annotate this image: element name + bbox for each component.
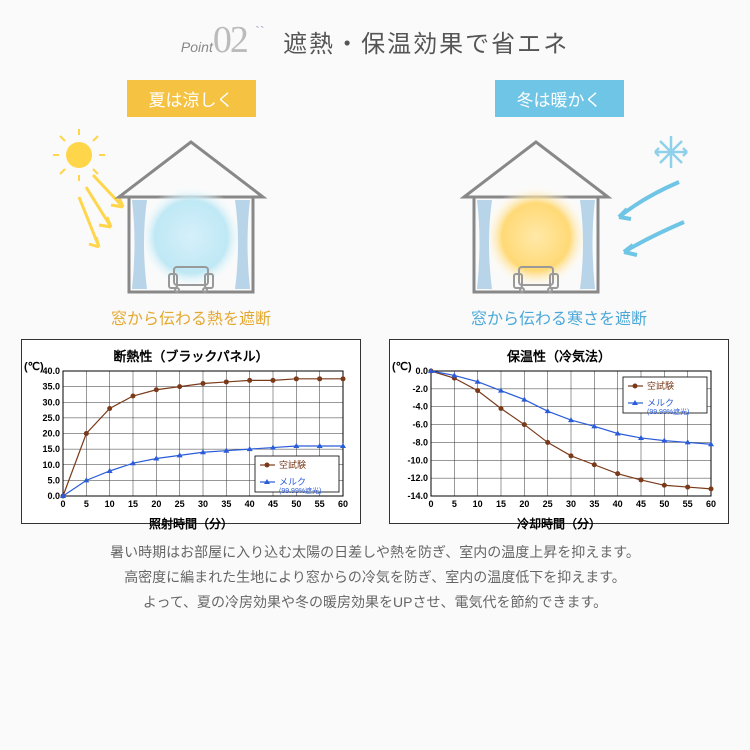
chart2-plot: -14.0 -12.0 -10.0 -8.0 -6.0 -4.0 -2.0 0.0 0 5 10 15… — [394, 367, 724, 512]
page-title: 遮熱・保温効果で省エネ — [283, 31, 569, 58]
svg-text:30: 30 — [566, 499, 576, 509]
svg-text:20: 20 — [151, 499, 161, 509]
svg-text:-4.0: -4.0 — [412, 402, 428, 412]
svg-text:15: 15 — [496, 499, 506, 509]
svg-text:55: 55 — [315, 499, 325, 509]
svg-text:20: 20 — [519, 499, 529, 509]
footer-line1: 暑い時期はお部屋に入り込む太陽の日差しや熱を防ぎ、室内の温度上昇を抑えます。 — [20, 540, 730, 565]
svg-text:-8.0: -8.0 — [412, 437, 428, 447]
svg-text:0.0: 0.0 — [415, 367, 428, 376]
svg-text:空試験: 空試験 — [647, 380, 674, 391]
svg-text:5.0: 5.0 — [47, 475, 60, 485]
svg-text:メルク: メルク — [647, 398, 674, 408]
svg-text:40.0: 40.0 — [42, 367, 60, 376]
winter-house-diagram — [419, 127, 699, 297]
svg-text:(99.99%遮光): (99.99%遮光) — [279, 486, 321, 495]
svg-text:-12.0: -12.0 — [407, 473, 428, 483]
svg-text:25: 25 — [543, 499, 553, 509]
svg-text:35: 35 — [589, 499, 599, 509]
svg-text:35: 35 — [221, 499, 231, 509]
winter-column: 冬は暖かく — [389, 80, 729, 524]
svg-text:0: 0 — [428, 499, 433, 509]
svg-text:30.0: 30.0 — [42, 397, 60, 407]
svg-text:40: 40 — [245, 499, 255, 509]
winter-badge: 冬は暖かく — [495, 80, 624, 117]
svg-text:-10.0: -10.0 — [407, 455, 428, 465]
svg-text:5: 5 — [84, 499, 89, 509]
chart-retention: (℃) 保温性（冷気法） -14.0 -12.0 -10.0 -8.0 -6.0 -4.0… — [389, 339, 729, 524]
svg-text:55: 55 — [683, 499, 693, 509]
svg-text:50: 50 — [659, 499, 669, 509]
svg-text:-2.0: -2.0 — [412, 384, 428, 394]
svg-text:40: 40 — [613, 499, 623, 509]
chart2-ylabel: (℃) — [392, 360, 412, 373]
summer-column: 夏は涼しく — [21, 80, 361, 524]
svg-text:60: 60 — [706, 499, 716, 509]
svg-text:25: 25 — [175, 499, 185, 509]
winter-caption: 窓から伝わる寒さを遮断 — [389, 305, 729, 329]
svg-text:メルク: メルク — [279, 477, 306, 487]
svg-text:10: 10 — [105, 499, 115, 509]
svg-text:50: 50 — [291, 499, 301, 509]
svg-text:20.0: 20.0 — [42, 429, 60, 439]
svg-text:-6.0: -6.0 — [412, 420, 428, 430]
footer-text: 暑い時期はお部屋に入り込む太陽の日差しや熱を防ぎ、室内の温度上昇を抑えます。 高… — [20, 540, 730, 616]
svg-text:0.0: 0.0 — [47, 491, 60, 501]
svg-text:30: 30 — [198, 499, 208, 509]
svg-text:空試験: 空試験 — [279, 459, 306, 470]
svg-text:10: 10 — [473, 499, 483, 509]
point-label: Point — [181, 39, 213, 55]
svg-text:25.0: 25.0 — [42, 413, 60, 423]
chart1-xlabel: 照射時間（分） — [26, 515, 356, 532]
point-number: 02 — [213, 19, 247, 61]
chart1-plot: 0.0 5.0 10.0 15.0 20.0 25.0 30.0 35.0 40.0 0 5 10 15… — [26, 367, 356, 512]
footer-line3: よって、夏の冷房効果や冬の暖房効果をUPさせ、電気代を節約できます。 — [20, 590, 730, 615]
svg-text:45: 45 — [268, 499, 278, 509]
svg-text:15: 15 — [128, 499, 138, 509]
summer-house-diagram — [51, 127, 331, 297]
svg-text:(99.99%遮光): (99.99%遮光) — [647, 407, 689, 416]
svg-text:15.0: 15.0 — [42, 444, 60, 454]
sparkle-icon: `` — [255, 23, 264, 39]
chart-insulation: (℃) 断熱性（ブラックパネル） 0.0 5.0 10.0 15.0 20.0 25.0 3… — [21, 339, 361, 524]
header: Point02 `` 遮熱・保温効果で省エネ — [20, 18, 730, 62]
summer-caption: 窓から伝わる熱を遮断 — [21, 305, 361, 329]
footer-line2: 高密度に編まれた生地により窓からの冷気を防ぎ、室内の温度低下を抑えます。 — [20, 565, 730, 590]
chart1-title: 断熱性（ブラックパネル） — [26, 346, 356, 365]
svg-text:-14.0: -14.0 — [407, 491, 428, 501]
svg-text:10.0: 10.0 — [42, 460, 60, 470]
chart1-ylabel: (℃) — [24, 360, 44, 373]
svg-text:35.0: 35.0 — [42, 382, 60, 392]
svg-text:45: 45 — [636, 499, 646, 509]
chart2-title: 保温性（冷気法） — [394, 346, 724, 365]
summer-badge: 夏は涼しく — [127, 80, 256, 117]
svg-text:60: 60 — [338, 499, 348, 509]
svg-text:0: 0 — [60, 499, 65, 509]
svg-text:5: 5 — [452, 499, 457, 509]
chart2-xlabel: 冷却時間（分） — [394, 515, 724, 532]
